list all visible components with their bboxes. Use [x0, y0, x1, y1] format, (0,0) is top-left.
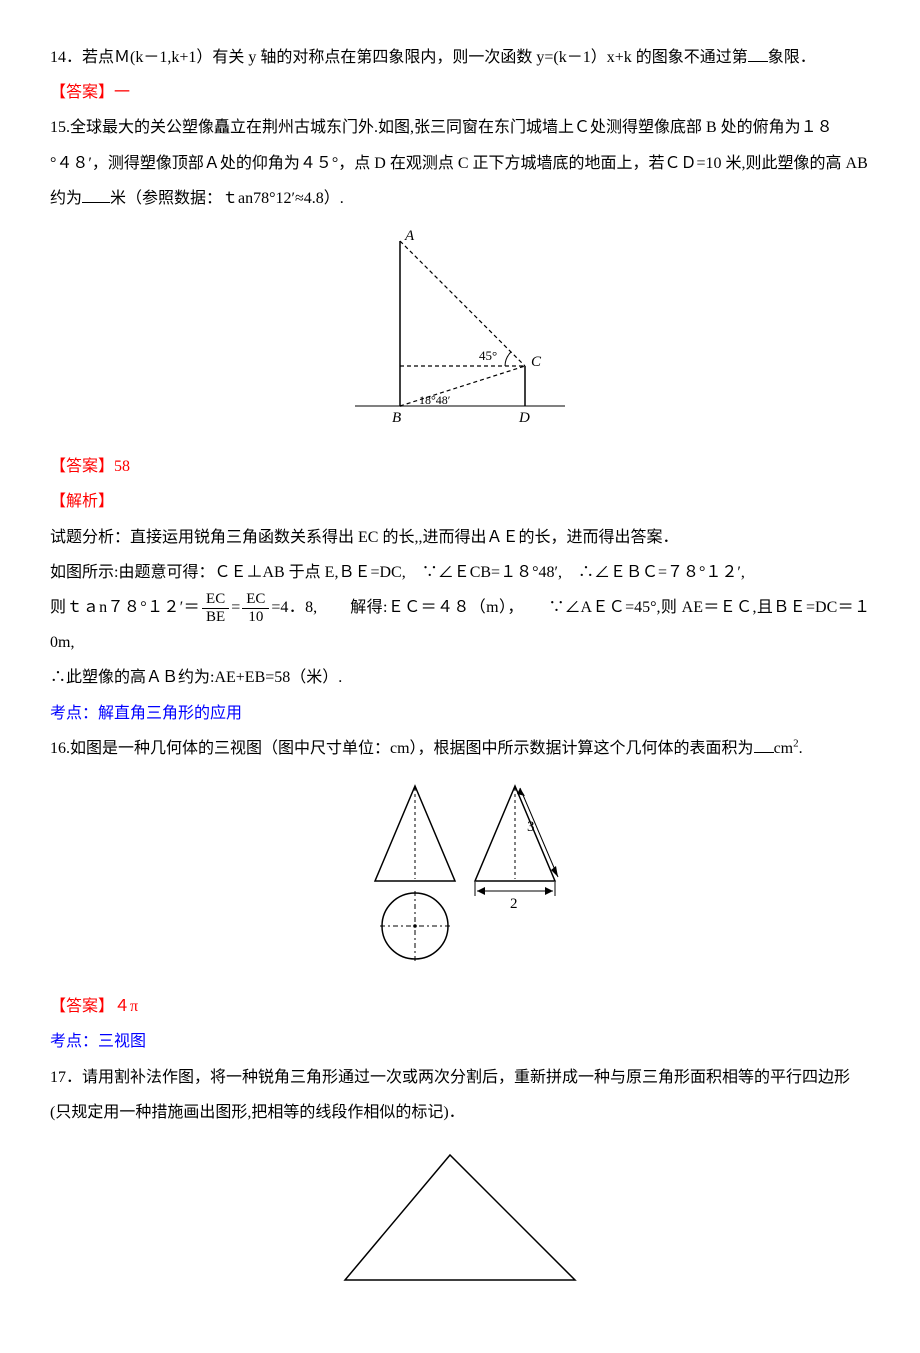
arrow-width-r	[545, 887, 553, 895]
q14-blank	[748, 45, 768, 62]
q16-text: 16.如图是一种几何体的三视图（图中尺寸单位：cm），根据图中所示数据计算这个几…	[50, 731, 870, 766]
q15-jiexi: 【解析】	[50, 484, 870, 519]
q17-line1: 17．请用割补法作图，将一种锐角三角形通过一次或两次分割后，重新拼成一种与原三角…	[50, 1060, 870, 1095]
line-AC	[400, 241, 525, 366]
q15-answer-label: 【答案】	[50, 458, 114, 475]
q15-line1: 15.全球最大的关公塑像矗立在荆州古城东门外.如图,张三同窗在东门城墙上Ｃ处测得…	[50, 110, 870, 145]
q15-answer: 【答案】58	[50, 449, 870, 484]
q15-line3: 约为 米（参照数据：ｔan78°12′≈4.8）.	[50, 181, 870, 216]
label-18: 18°48′	[419, 393, 451, 407]
label-C: C	[531, 354, 542, 370]
frac-ec-be: ECBE	[202, 591, 229, 625]
q14-body: 14．若点Ｍ(k－1,k+1）有关 y 轴的对称点在第四象限内，则一次函数 y=…	[50, 49, 748, 66]
q17-diagram	[50, 1140, 870, 1303]
q15-kaodian: 考点：解直角三角形的应用	[50, 696, 870, 731]
q15-analysis: 试题分析：直接运用锐角三角函数关系得出 EC 的长,,进而得出ＡＥ的长，进而得出…	[50, 520, 870, 555]
frac-ec-10: EC10	[242, 591, 269, 625]
q15-answer-value: 58	[114, 458, 130, 475]
q16-kaodian: 考点：三视图	[50, 1024, 870, 1059]
q16-answer: 【答案】４π	[50, 989, 870, 1024]
q15-step1: 如图所示:由题意可得：ＣＥ⊥AB 于点 E,ＢＥ=DC, ∵∠ＥCB=１８°48…	[50, 555, 870, 590]
q16-sup: 2	[793, 737, 799, 749]
q14-text: 14．若点Ｍ(k－1,k+1）有关 y 轴的对称点在第四象限内，则一次函数 y=…	[50, 40, 870, 75]
q14-answer-value: 一	[114, 84, 130, 101]
q15-step2-pre: 则ｔａn７８°１２′＝	[50, 599, 200, 616]
q14-tail: 象限．	[768, 49, 816, 66]
label-45: 45°	[479, 348, 497, 363]
q16-diagram: 3 2	[50, 776, 870, 979]
label-D: D	[518, 410, 530, 426]
q15-step2: 则ｔａn７８°１２′＝ECBE=EC10=4．8, 解得:ＥＣ＝４８（m）， ∵…	[50, 590, 870, 661]
arrow-width-l	[477, 887, 485, 895]
q15-blank	[82, 186, 110, 203]
triangle	[345, 1155, 575, 1280]
arc-45	[505, 352, 511, 366]
q16-answer-value: ４π	[114, 998, 138, 1015]
q15-step3: ∴此塑像的高ＡＢ约为:AE+EB=58（米）.	[50, 660, 870, 695]
q16-blank	[754, 736, 774, 753]
circle-center	[413, 924, 417, 928]
q14-answer-label: 【答案】	[50, 84, 114, 101]
q16-answer-label: 【答案】	[50, 998, 114, 1015]
q15-line3-pre: 约为	[50, 190, 82, 207]
label-B: B	[392, 410, 401, 426]
dim-width-label: 2	[510, 896, 518, 912]
q15-line3-post: 米（参照数据：ｔan78°12′≈4.8）.	[110, 190, 344, 207]
q17-line2: (只规定用一种措施画出图形,把相等的线段作相似的标记)．	[50, 1095, 870, 1130]
q16-pre: 16.如图是一种几何体的三视图（图中尺寸单位：cm），根据图中所示数据计算这个几…	[50, 740, 754, 757]
q15-diagram: A B C D 45° 18°48′	[50, 226, 870, 439]
label-A: A	[404, 228, 415, 244]
q14-answer: 【答案】一	[50, 75, 870, 110]
q16-post: cm	[774, 740, 794, 757]
q15-line2: °４８′，测得塑像顶部Ａ处的仰角为４５°，点 D 在观测点 C 正下方城墙底的地…	[50, 146, 870, 181]
dim-slant-label: 3	[527, 819, 535, 835]
